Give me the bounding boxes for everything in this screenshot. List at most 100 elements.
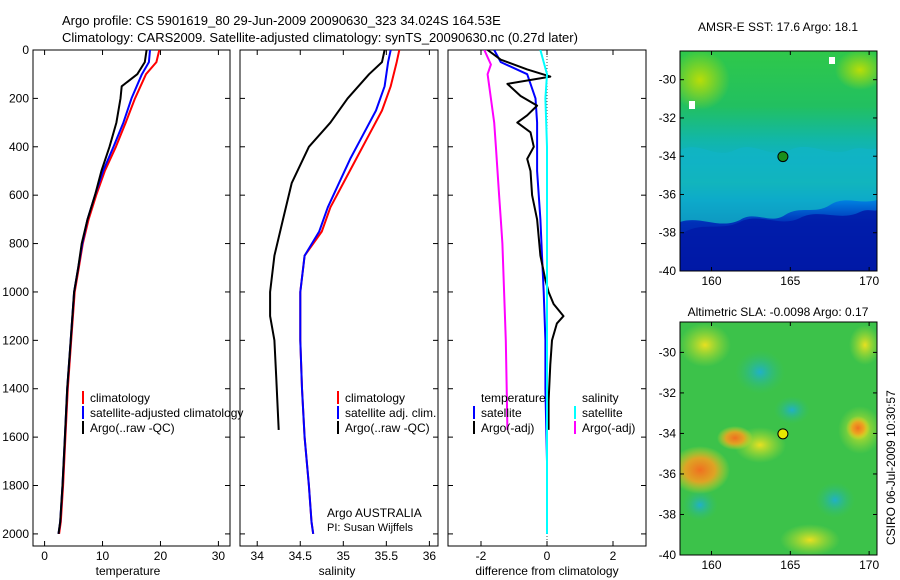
y-tick-label: 1800: [2, 479, 29, 493]
x-tick-label: 20: [154, 549, 168, 563]
sla-high: [780, 524, 840, 555]
series-line-satellite-adj-clim: [299, 50, 392, 535]
salinity-ticks: 34 34.5 35 35.5 36: [240, 49, 438, 563]
difference-legend: temperature salinity satellite Argo(-adj…: [473, 391, 635, 435]
map-x-tick-label: 160: [702, 558, 722, 572]
y-tick-label: 600: [9, 188, 29, 202]
legend-temp-argo: Argo(-adj): [481, 421, 534, 435]
temperature-panel: 0 10 20 30 0 200 400 600 800 1000 1200 1400 1600 1800…: [2, 43, 243, 578]
salinity-axes-box: [239, 49, 439, 547]
series-line-satellite-adjusted-climatology: [57, 50, 151, 535]
legend-title-salinity: salinity: [582, 391, 619, 405]
series-line-climatology: [299, 50, 401, 535]
sla-low: [682, 489, 718, 521]
argo-location-marker: [777, 428, 789, 440]
land-mask: [829, 57, 835, 64]
series-line-argo-adj: [487, 50, 565, 430]
legend-temp-satellite: satellite: [481, 406, 522, 420]
legend-climatology: climatology: [345, 391, 405, 405]
sla-map-panel: Altimetric SLA: -0.0098 Argo: 0.17 160 16…: [659, 305, 880, 572]
sst-deep-cold: [680, 210, 877, 271]
temperature-axes-box: [32, 49, 231, 547]
sla-low: [774, 396, 810, 424]
legend-sal-argo: Argo(-adj): [582, 421, 635, 435]
map-x-tick-label: 170: [859, 558, 879, 572]
map-y-tick-label: -40: [659, 264, 677, 278]
y-tick-label: 400: [9, 140, 29, 154]
salinity-lines: [269, 50, 401, 535]
map-y-tick-label: -32: [659, 111, 677, 125]
legend-climatology: climatology: [90, 391, 150, 405]
series-line-satellite: [493, 50, 548, 534]
map-x-tick-label: 165: [780, 274, 800, 288]
temperature-ticks: 0 10 20 30 0 200 400 600 800 1000 1200 1400 1600 1800…: [2, 43, 230, 563]
x-tick-label: 35: [337, 549, 351, 563]
map-x-tick-label: 170: [859, 274, 879, 288]
sla-low: [815, 482, 855, 518]
difference-ticks: -2 0 2: [448, 49, 646, 563]
x-tick-label: 36: [423, 549, 437, 563]
difference-lines: [483, 50, 565, 534]
map-y-tick-label: -36: [659, 187, 677, 201]
legend-argo: Argo(..raw -QC): [90, 421, 175, 435]
sst-map-box: [679, 50, 878, 272]
map-x-tick-label: 160: [702, 274, 722, 288]
sst-warm-patch: [835, 51, 877, 90]
x-tick-label: -2: [476, 549, 487, 563]
sla-map-ticks: 160 165 170 -30 -32 -34 -36 -38 -40: [659, 322, 879, 572]
map-y-tick-label: -34: [659, 149, 677, 163]
salinity-panel: 34 34.5 35 35.5 36 salinity climatology sate…: [239, 49, 439, 578]
sla-map-box: [679, 321, 878, 556]
x-tick-label: 0: [41, 549, 48, 563]
temperature-lines: [57, 50, 161, 535]
x-tick-label: 10: [96, 549, 110, 563]
difference-xlabel: difference from climatology: [475, 564, 618, 578]
map-y-tick-label: -40: [659, 548, 677, 562]
side-timestamp-label: CSIRO 06-Jul-2009 10:30:57: [884, 390, 898, 545]
x-tick-label: 2: [610, 549, 617, 563]
map-y-tick-label: -38: [659, 507, 677, 521]
sla-map-field: [680, 322, 877, 555]
map-y-tick-label: -30: [659, 345, 677, 359]
map-x-tick-label: 165: [780, 558, 800, 572]
map-y-tick-label: -36: [659, 467, 677, 481]
difference-panel: -2 0 2 difference from climatology tempera…: [447, 49, 647, 578]
header-line-2: Climatology: CARS2009. Satellite-adjuste…: [62, 30, 578, 45]
map-y-tick-label: -34: [659, 426, 677, 440]
x-tick-label: 35.5: [375, 549, 399, 563]
series-line-argo-adj: [483, 50, 509, 430]
salinity-legend: climatology satellite adj. clim. Argo(..…: [337, 391, 436, 435]
sla-high: [849, 325, 877, 365]
series-line-satellite: [539, 50, 548, 534]
sst-map-title: AMSR-E SST: 17.6 Argo: 18.1: [698, 20, 858, 34]
y-tick-label: 1000: [2, 285, 29, 299]
sst-front: [680, 146, 877, 224]
annotation-pi: PI: Susan Wijffels: [327, 522, 413, 534]
y-tick-label: 1400: [2, 382, 29, 396]
y-tick-label: 200: [9, 91, 29, 105]
y-tick-label: 1200: [2, 333, 29, 347]
legend-title-temperature: temperature: [481, 391, 546, 405]
x-tick-label: 0: [544, 549, 551, 563]
sst-map-field: [680, 51, 877, 271]
temperature-legend: climatology satellite-adjusted climatolo…: [82, 391, 243, 435]
y-tick-label: 0: [22, 43, 29, 57]
series-line-argo-raw-qc: [57, 50, 148, 535]
sst-map-ticks: 160 165 170 -30 -32 -34 -36 -38 -40: [659, 51, 879, 288]
annotation-argo-australia: Argo AUSTRALIA: [327, 506, 422, 520]
sla-peak: [846, 416, 870, 440]
sla-low: [735, 350, 785, 394]
sla-peak: [717, 426, 753, 450]
sla-peak: [680, 446, 730, 494]
argo-location-marker: [777, 151, 789, 163]
legend-argo: Argo(..raw -QC): [345, 421, 430, 435]
legend-sal-satellite: satellite: [582, 406, 623, 420]
map-y-tick-label: -32: [659, 386, 677, 400]
sst-warm-patch: [680, 51, 730, 110]
sla-map-title: Altimetric SLA: -0.0098 Argo: 0.17: [688, 305, 869, 319]
temperature-xlabel: temperature: [96, 564, 161, 578]
sst-map-panel: AMSR-E SST: 17.6 Argo: 18.1 160 165 170 -30…: [659, 20, 880, 288]
header-line-1: Argo profile: CS 5901619_80 29-Jun-2009 …: [62, 13, 501, 28]
y-tick-label: 2000: [2, 527, 29, 541]
